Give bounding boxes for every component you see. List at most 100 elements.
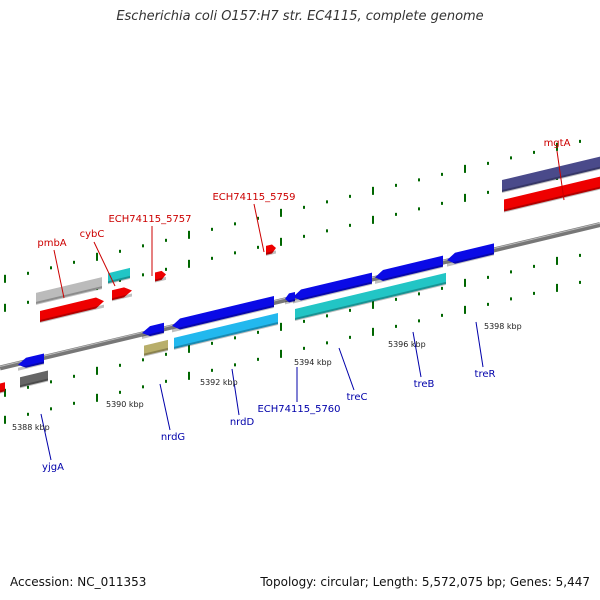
tick-mark — [188, 371, 190, 380]
tick-mark — [73, 260, 75, 264]
gene-nrdD — [172, 296, 274, 330]
cds-mgtA-shade — [502, 166, 600, 194]
tick-mark — [257, 245, 259, 249]
tick-mark — [510, 270, 512, 274]
tick-mark — [73, 374, 75, 378]
gene-yjgA-shade — [18, 361, 44, 371]
tick-mark — [73, 401, 75, 405]
gene-ECH74115-5759-label[interactable]: ECH74115_5759 — [212, 192, 295, 203]
scale-labels: 5388 kbp 5390 kbp 5392 kbp 5394 kbp 5396 kbp… — [12, 322, 522, 432]
tick-mark — [418, 178, 420, 182]
gene-pmbA-label[interactable]: pmbA — [37, 238, 66, 249]
gene-cybC-label[interactable]: cybC — [80, 229, 105, 240]
tick-mark — [211, 256, 213, 260]
gene-nrdD-shade — [172, 305, 274, 333]
tick-mark — [510, 297, 512, 301]
tick-mark — [280, 208, 282, 217]
tick-mark — [27, 412, 29, 416]
gene-pmbA-shade — [40, 304, 104, 323]
tick-mark — [372, 327, 374, 336]
scale-label: 5392 kbp — [200, 378, 238, 387]
tick-mark — [533, 264, 535, 268]
scale-label: 5388 kbp — [12, 423, 50, 432]
tick-mark — [234, 363, 236, 367]
tick-mark — [418, 207, 420, 211]
gene-treB — [375, 255, 443, 281]
gene-edge-shade — [0, 389, 5, 394]
gene-nrdG-leader — [159, 383, 171, 431]
tick-mark — [487, 190, 489, 194]
label-leader-lines — [40, 150, 565, 461]
tick-mark — [303, 205, 305, 209]
gene-nrdG — [142, 322, 164, 337]
gene-ECH74115-5757-shade — [155, 276, 166, 283]
cds-nrdD — [174, 313, 278, 349]
tick-mark — [556, 283, 558, 292]
gene-treR-shade — [447, 252, 494, 267]
tick-mark — [142, 273, 144, 277]
cds-treC — [295, 289, 376, 320]
tick-mark — [326, 229, 328, 233]
gene-mgtA-leader — [556, 150, 565, 201]
cds-pmbA-shade — [36, 286, 102, 305]
tick-mark — [487, 302, 489, 306]
tick-mark — [395, 297, 397, 301]
tick-mark — [257, 216, 259, 220]
tick-mark — [188, 344, 190, 353]
tick-mark — [165, 352, 167, 356]
gene-ECH74115-5759-shade — [266, 250, 276, 256]
gene-mgtA-label[interactable]: mgtA — [544, 138, 571, 149]
gene-edge — [0, 382, 5, 393]
cds-yjgA-shade — [20, 378, 48, 389]
gene-ECH74115-5757-label[interactable]: ECH74115_5757 — [108, 214, 191, 225]
scale-label: 5394 kbp — [294, 358, 332, 367]
tick-mark — [372, 186, 374, 195]
gene-mgtA-shade — [504, 186, 600, 213]
tick-mark — [418, 292, 420, 296]
tick-mark — [27, 300, 29, 304]
tick-mark — [50, 266, 52, 270]
gene-ECH74115-5760-label[interactable]: ECH74115_5760 — [257, 404, 340, 415]
gene-yjgA-label[interactable]: yjgA — [42, 462, 64, 473]
gene-nrdG-label[interactable]: nrdG — [161, 432, 185, 443]
gene-yjgA — [18, 353, 44, 368]
gene-treR-label[interactable]: treR — [475, 369, 496, 380]
gene-yjgA-leader — [40, 413, 52, 461]
tick-mark — [165, 238, 167, 242]
genome-summary-text: Topology: circular; Length: 5,572,075 bp… — [260, 575, 590, 589]
tick-mark — [303, 234, 305, 238]
tick-mark — [349, 308, 351, 312]
tick-mark — [372, 300, 374, 309]
tick-mark — [119, 363, 121, 367]
tick-mark — [50, 407, 52, 411]
gene-treC-label[interactable]: treC — [347, 392, 368, 403]
cds-treC-shade — [295, 298, 376, 321]
gene-ECH74115-5759-leader — [253, 203, 265, 253]
cds-pmbA — [36, 277, 102, 304]
gene-ECH74115-5759 — [266, 244, 276, 255]
gene-features — [0, 156, 600, 394]
tick-mark — [326, 341, 328, 345]
gene-nrdD-label[interactable]: nrdD — [230, 417, 255, 428]
tick-mark — [464, 305, 466, 314]
tick-mark — [280, 322, 282, 331]
tick-mark — [579, 139, 581, 143]
tick-mark — [188, 259, 190, 268]
gene-ECH74115-5760 — [285, 291, 295, 303]
tick-mark — [4, 303, 6, 312]
tick-mark — [464, 193, 466, 202]
tick-mark — [349, 335, 351, 339]
tick-mark — [96, 252, 98, 261]
page-title: Escherichia coli O157:H7 str. EC4115, co… — [116, 9, 484, 24]
tick-mark — [464, 278, 466, 287]
tick-mark — [533, 291, 535, 295]
tick-mark — [280, 349, 282, 358]
tick-mark — [211, 227, 213, 231]
cds-yjgA — [20, 370, 48, 388]
tick-mark — [165, 267, 167, 271]
tick-mark — [96, 393, 98, 402]
gene-treB-label[interactable]: treB — [414, 379, 435, 390]
tick-mark — [119, 390, 121, 394]
